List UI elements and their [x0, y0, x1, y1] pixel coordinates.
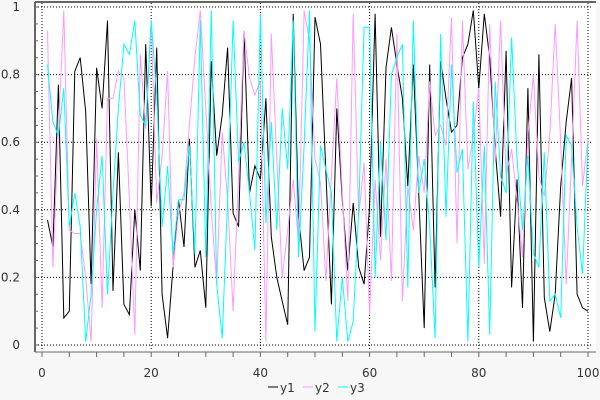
legend-item-y1: y1: [268, 381, 295, 395]
y-tick-label: 0.2: [1, 270, 20, 284]
x-tick-label: 20: [144, 366, 159, 380]
y-tick-label: 0: [12, 338, 20, 352]
legend-item-y2: y2: [303, 381, 330, 395]
x-tick-label: 80: [471, 366, 486, 380]
legend-label: y3: [350, 381, 365, 395]
series-line-y1: [47, 10, 589, 342]
y-tick-label: 0.8: [1, 68, 20, 82]
y-tick-label: 1: [12, 0, 20, 14]
x-tick-label: 40: [253, 366, 268, 380]
series-line-y3: [47, 10, 589, 342]
x-tick-label: 0: [38, 366, 46, 380]
y-tick-label: 0.6: [1, 135, 20, 149]
y-tick-label: 0.4: [1, 203, 20, 217]
x-tick-label: 100: [577, 366, 600, 380]
legend-item-y3: y3: [338, 381, 365, 395]
legend-label: y2: [315, 381, 330, 395]
series-line-y2: [47, 10, 589, 342]
x-tick-label: 60: [362, 366, 377, 380]
legend-label: y1: [280, 381, 295, 395]
